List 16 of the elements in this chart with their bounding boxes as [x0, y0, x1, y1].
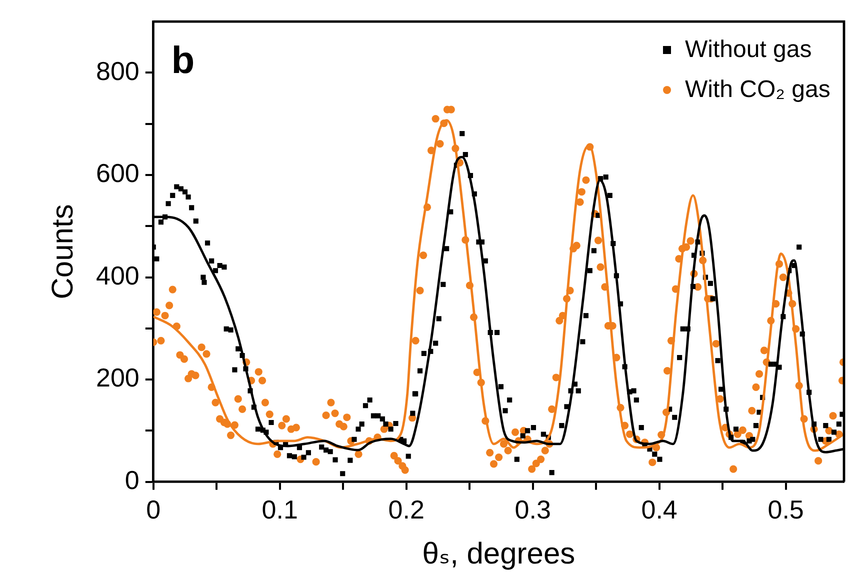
- y-tick-label: 200: [96, 362, 140, 393]
- legend-label: Without gas: [685, 36, 812, 63]
- legend-label: With CO₂ gas: [685, 76, 830, 103]
- y-tick-label: 400: [96, 260, 140, 290]
- x-tick-label: 0.3: [514, 494, 551, 525]
- x-tick-label: 0.4: [641, 494, 678, 525]
- x-tick-label: 0.5: [768, 494, 804, 525]
- annotation: b: [171, 40, 195, 82]
- x-tick-label: 0: [146, 494, 161, 525]
- x-tick-label: 0.2: [388, 494, 424, 525]
- x-axis-title: θₛ, degrees: [422, 537, 576, 570]
- y-axis-title: Counts: [46, 204, 80, 300]
- y-tick-label: 600: [96, 158, 140, 188]
- x-tick-label: 0.1: [262, 494, 298, 525]
- y-tick-label: 0: [124, 464, 140, 495]
- y-tick-label: 800: [96, 56, 140, 86]
